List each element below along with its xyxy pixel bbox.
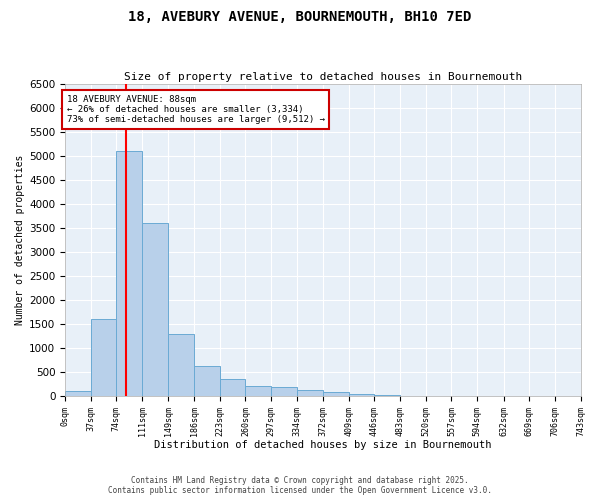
Bar [297,390,323,396]
Bar [169,334,194,396]
Text: 18 AVEBURY AVENUE: 88sqm
← 26% of detached houses are smaller (3,334)
73% of sem: 18 AVEBURY AVENUE: 88sqm ← 26% of detach… [67,94,325,124]
Text: 18, AVEBURY AVENUE, BOURNEMOUTH, BH10 7ED: 18, AVEBURY AVENUE, BOURNEMOUTH, BH10 7E… [128,10,472,24]
Bar [91,319,116,396]
Bar [245,386,271,396]
Title: Size of property relative to detached houses in Bournemouth: Size of property relative to detached ho… [124,72,522,82]
Y-axis label: Number of detached properties: Number of detached properties [15,154,25,325]
Bar [194,366,220,396]
Bar [271,387,297,396]
X-axis label: Distribution of detached houses by size in Bournemouth: Distribution of detached houses by size … [154,440,491,450]
Bar [323,392,349,396]
Bar [349,394,374,396]
Text: Contains HM Land Registry data © Crown copyright and database right 2025.
Contai: Contains HM Land Registry data © Crown c… [108,476,492,495]
Bar [374,395,400,396]
Bar [116,151,142,396]
Bar [65,392,91,396]
Bar [220,380,245,396]
Bar [142,223,169,396]
